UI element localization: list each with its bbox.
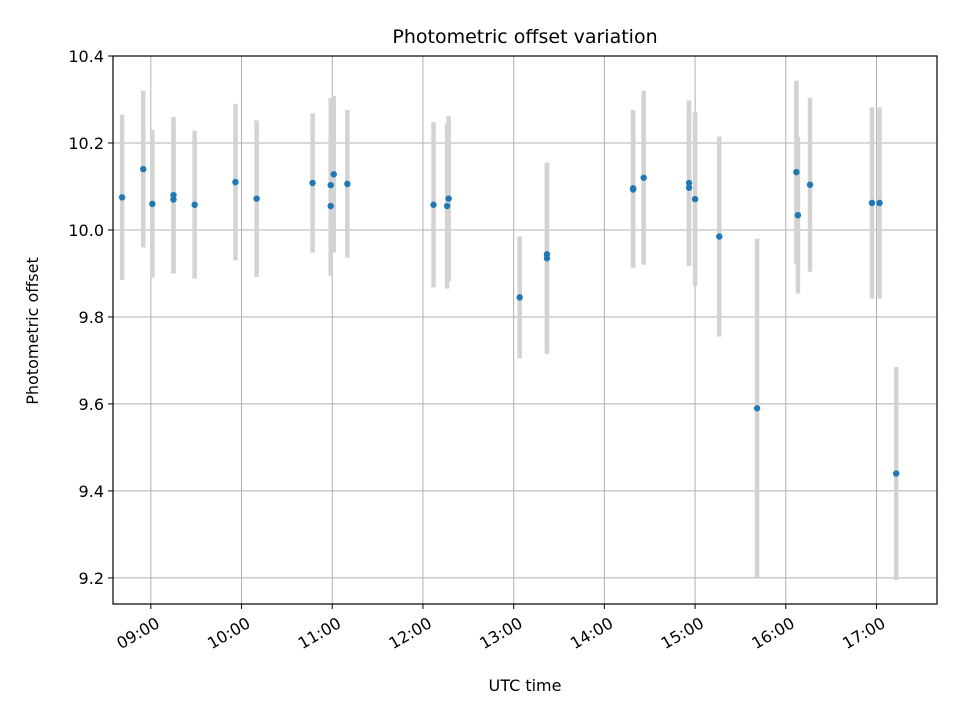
x-tick-label: 17:00 (839, 613, 888, 653)
data-point (330, 171, 337, 178)
data-point (516, 294, 523, 301)
data-point (794, 211, 802, 219)
data-point (892, 470, 900, 477)
data-point (430, 201, 437, 208)
data-point (691, 195, 699, 203)
plot-frame (112, 55, 938, 605)
data-point (118, 194, 126, 201)
data-point (445, 195, 452, 202)
x-tick-label: 15:00 (658, 613, 707, 653)
data-point (685, 179, 693, 187)
data-point (685, 184, 693, 191)
data-point (327, 181, 334, 189)
data-point (344, 180, 351, 188)
data-point (191, 201, 198, 208)
y-tick-label: 10.2 (68, 134, 104, 153)
x-axis-label: UTC time (489, 676, 562, 695)
error-bars (119, 80, 899, 581)
data-point (876, 199, 883, 207)
data-point (716, 233, 723, 240)
data-point (149, 200, 156, 208)
x-tick-label: 13:00 (476, 613, 525, 653)
data-point (170, 191, 177, 199)
x-tick-label: 09:00 (113, 613, 162, 653)
data-point (543, 251, 551, 258)
y-tick-label: 10.4 (68, 47, 104, 66)
data-point (309, 179, 316, 187)
chart-title: Photometric offset variation (392, 26, 657, 48)
x-tick-label: 12:00 (386, 613, 435, 653)
data-points (118, 165, 900, 477)
data-point (443, 202, 451, 210)
y-axis-label: Photometric offset (23, 257, 42, 405)
x-axis-ticks: 09:00 10:00 11:00 12:00 13:00 14:00 15:00 16:00… (113, 604, 889, 653)
data-point (253, 195, 260, 202)
y-axis-ticks: 9.2 9.4 9.6 9.8 10.0 10.2 10.4 (68, 47, 113, 588)
y-tick-label: 9.2 (79, 569, 104, 588)
data-point (806, 181, 814, 188)
x-tick-label: 11:00 (295, 613, 344, 653)
y-tick-label: 9.8 (79, 308, 104, 327)
data-point (327, 202, 334, 210)
y-tick-label: 9.4 (79, 482, 104, 501)
data-point (232, 178, 239, 186)
data-point (140, 165, 147, 173)
data-point (868, 199, 876, 207)
data-point (629, 185, 637, 192)
data-point (793, 168, 800, 176)
y-tick-label: 9.6 (79, 395, 104, 414)
x-tick-label: 14:00 (567, 613, 616, 653)
x-tick-label: 16:00 (748, 613, 797, 653)
data-point (640, 174, 647, 181)
x-tick-label: 10:00 (204, 613, 253, 653)
y-tick-label: 10.0 (68, 221, 104, 240)
data-point (753, 405, 761, 412)
